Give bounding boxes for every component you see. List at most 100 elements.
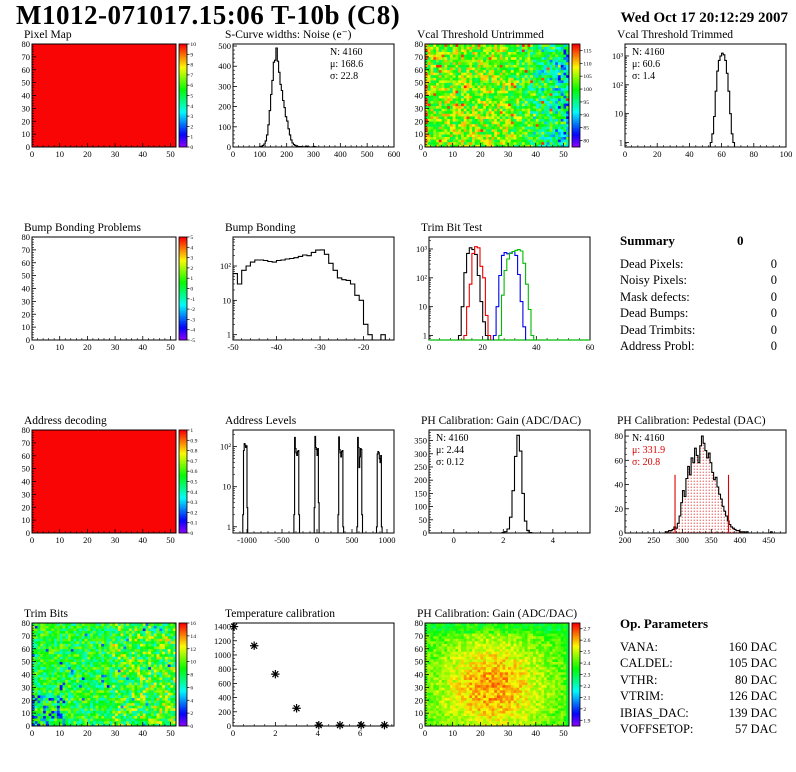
op-value: 57 DAC (734, 722, 777, 737)
svg-text:-30: -30 (314, 342, 325, 352)
svg-text:30: 30 (111, 342, 120, 352)
svg-text:70: 70 (22, 52, 31, 62)
svg-text:10²: 10² (220, 442, 232, 452)
svg-text:10: 10 (223, 295, 232, 305)
svg-text:350: 350 (705, 535, 718, 545)
summary-label: Dead Bumps: (620, 306, 689, 321)
svg-text:Address Levels: Address Levels (225, 415, 297, 427)
svg-text:10: 10 (190, 42, 196, 48)
svg-text:-4: -4 (190, 328, 195, 334)
svg-text:0: 0 (623, 149, 627, 159)
op-label: CALDEL: (620, 656, 673, 671)
svg-text:0.5: 0.5 (190, 480, 197, 486)
svg-text:Vcal Threshold Trimmed: Vcal Threshold Trimmed (617, 29, 733, 41)
svg-text:0: 0 (427, 342, 431, 352)
svg-text:2: 2 (501, 535, 505, 545)
svg-text:8: 8 (190, 63, 193, 69)
svg-text:μ: 168.6: μ: 168.6 (330, 59, 363, 70)
summary-label: Dead Pixels: (620, 257, 684, 271)
svg-text:-5: -5 (190, 338, 195, 344)
op-row-vthr: VTHR: 80 DAC (620, 672, 777, 688)
svg-text:300: 300 (676, 535, 689, 545)
svg-text:-50: -50 (227, 342, 238, 352)
op-value: 105 DAC (728, 656, 777, 671)
svg-text:-20: -20 (358, 342, 369, 352)
svg-text:80: 80 (22, 232, 31, 242)
svg-text:0: 0 (26, 335, 30, 345)
svg-text:250: 250 (414, 462, 427, 472)
svg-text:0.9: 0.9 (190, 438, 197, 444)
svg-text:Address decoding: Address decoding (24, 415, 107, 427)
svg-text:10²: 10² (220, 261, 232, 271)
svg-text:10: 10 (22, 322, 31, 332)
svg-text:3: 3 (190, 256, 193, 262)
svg-text:30: 30 (504, 149, 513, 159)
svg-text:-2: -2 (190, 307, 195, 313)
svg-text:2: 2 (190, 124, 193, 130)
chart-svg-ph-gain-hist: PH Calibration: Gain (ADC/DAC) 0 2 4 0 50 100 1… (414, 415, 591, 545)
svg-text:S-Curve widths: Noise (e⁻): S-Curve widths: Noise (e⁻) (225, 29, 352, 41)
op-label: VTRIM: (620, 689, 664, 704)
svg-text:4: 4 (551, 535, 556, 545)
svg-text:1: 1 (227, 330, 231, 340)
svg-text:60: 60 (717, 149, 726, 159)
svg-text:80: 80 (615, 431, 624, 441)
svg-text:1: 1 (190, 428, 193, 434)
svg-text:0: 0 (315, 535, 319, 545)
summary-row-dead-bumps: Dead Bumps: 0 (620, 305, 777, 321)
svg-text:60: 60 (415, 65, 424, 75)
svg-text:N: 4160: N: 4160 (436, 433, 469, 444)
svg-text:0: 0 (26, 142, 30, 152)
svg-text:50: 50 (166, 149, 175, 159)
svg-text:μ: 60.6: μ: 60.6 (632, 59, 660, 70)
svg-text:5: 5 (190, 94, 193, 100)
svg-text:400: 400 (334, 149, 347, 159)
svg-text:300: 300 (307, 149, 320, 159)
chart-scurve-noise: S-Curve widths: Noise (e⁻) 0 100 200 300 400 5… (205, 28, 401, 178)
svg-text:N: 4160: N: 4160 (632, 47, 665, 58)
svg-text:60: 60 (22, 258, 31, 268)
svg-text:10²: 10² (416, 273, 428, 283)
svg-text:50: 50 (22, 271, 31, 281)
svg-text:90: 90 (583, 113, 589, 119)
svg-text:50: 50 (419, 515, 428, 525)
svg-text:9: 9 (190, 52, 193, 58)
svg-text:20: 20 (415, 116, 424, 126)
summary-label: Mask defects: (620, 289, 690, 304)
chart-svg-trim-bit-test: Trim Bit Test 0 20 40 60 1 10 10² 10³ (416, 222, 594, 352)
svg-text:10: 10 (55, 149, 64, 159)
svg-text:10: 10 (615, 109, 624, 119)
svg-text:μ: 2.44: μ: 2.44 (436, 445, 464, 456)
svg-text:300: 300 (218, 81, 231, 91)
svg-text:0: 0 (619, 528, 623, 538)
svg-text:600: 600 (388, 149, 401, 159)
svg-text:1: 1 (190, 135, 193, 141)
svg-text:95: 95 (583, 100, 589, 106)
svg-text:20: 20 (83, 342, 92, 352)
chart-svg-scurve-noise: S-Curve widths: Noise (e⁻) 0 100 200 300 400 5… (218, 29, 401, 159)
svg-text:-1000: -1000 (237, 535, 257, 545)
summary-value: 0 (770, 306, 777, 321)
svg-text:60: 60 (22, 65, 31, 75)
svg-text:80: 80 (583, 139, 589, 145)
svg-text:20: 20 (478, 342, 487, 352)
timestamp: Wed Oct 17 20:12:29 2007 (620, 10, 788, 26)
svg-text:200: 200 (218, 102, 231, 112)
svg-text:1000: 1000 (379, 535, 396, 545)
svg-text:400: 400 (218, 61, 231, 71)
svg-text:40: 40 (139, 342, 148, 352)
svg-text:20: 20 (615, 504, 624, 514)
chart-ph-gain-hist: PH Calibration: Gain (ADC/DAC) 0 2 4 0 50 100 1… (401, 414, 597, 564)
chart-ph-gain-map: PH Calibration: Gain (ADC/DAC) 0 10 20 30 40 5… (401, 607, 597, 757)
svg-text:4: 4 (190, 245, 193, 251)
svg-text:50: 50 (166, 342, 175, 352)
svg-text:30: 30 (111, 149, 120, 159)
svg-text:250: 250 (647, 535, 660, 545)
svg-text:20: 20 (22, 502, 31, 512)
svg-text:40: 40 (139, 535, 148, 545)
op-value: 126 DAC (728, 689, 777, 704)
chart-bump-problems: Bump Bonding Problems 0 10 20 30 40 50 0 10 20 30 4… (8, 221, 204, 371)
svg-text:Pixel Map: Pixel Map (24, 29, 72, 41)
op-parameters-panel: Op. Parameters VANA: 160 DAC CALDEL: 105… (620, 616, 777, 737)
